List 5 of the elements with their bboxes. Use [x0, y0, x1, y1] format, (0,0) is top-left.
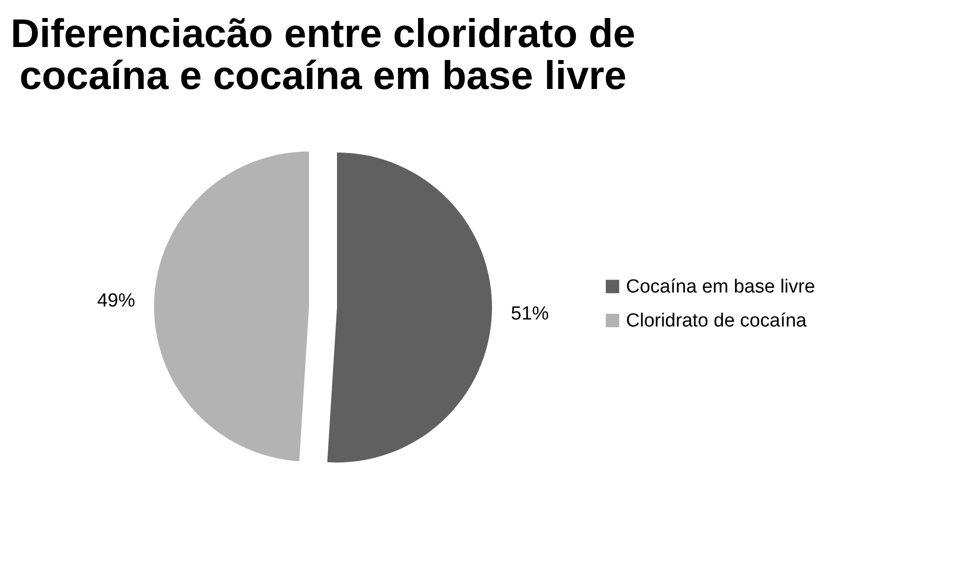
- data-label: 49%: [97, 290, 136, 312]
- legend-label: Cloridrato de cocaína: [626, 310, 808, 332]
- legend-label: Cocaína em base livre: [626, 276, 816, 298]
- chart-title: Diferenciacão entre cloridrato de cocaína e cocaína em base livre: [10, 12, 636, 98]
- data-label: 51%: [510, 304, 550, 324]
